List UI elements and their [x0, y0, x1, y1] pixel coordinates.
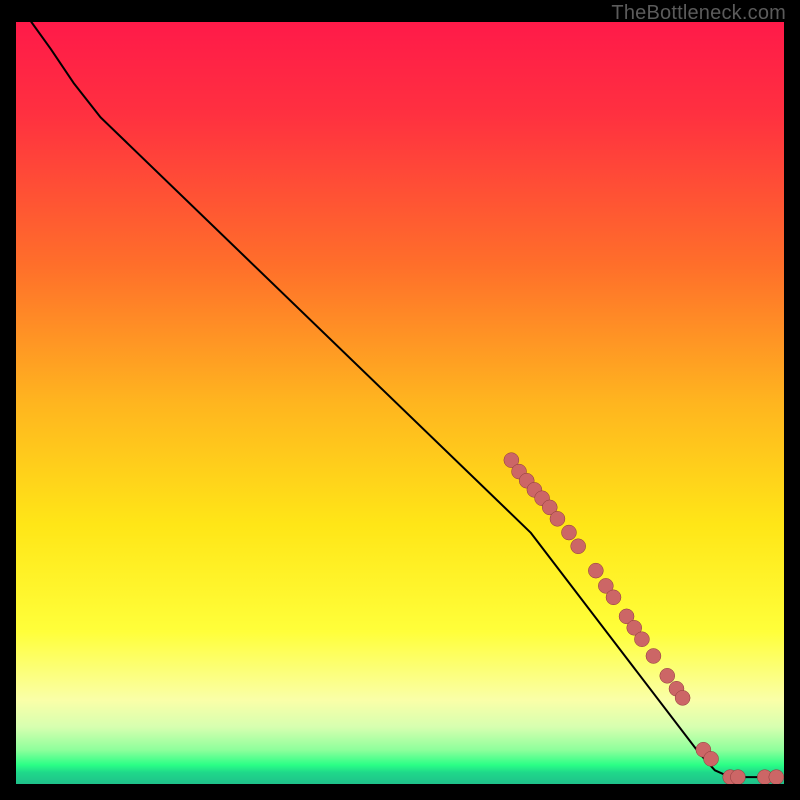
data-marker — [634, 632, 649, 647]
data-marker — [730, 770, 745, 784]
data-marker — [769, 770, 784, 784]
data-marker — [675, 690, 690, 705]
chart-frame: TheBottleneck.com — [0, 0, 800, 800]
plot-area — [16, 22, 784, 784]
data-marker — [588, 563, 603, 578]
plot-svg — [16, 22, 784, 784]
data-marker — [606, 590, 621, 605]
data-marker — [646, 648, 661, 663]
data-marker — [561, 525, 576, 540]
data-marker — [550, 511, 565, 526]
data-marker — [660, 668, 675, 683]
data-marker — [704, 751, 719, 766]
data-marker — [571, 539, 586, 554]
